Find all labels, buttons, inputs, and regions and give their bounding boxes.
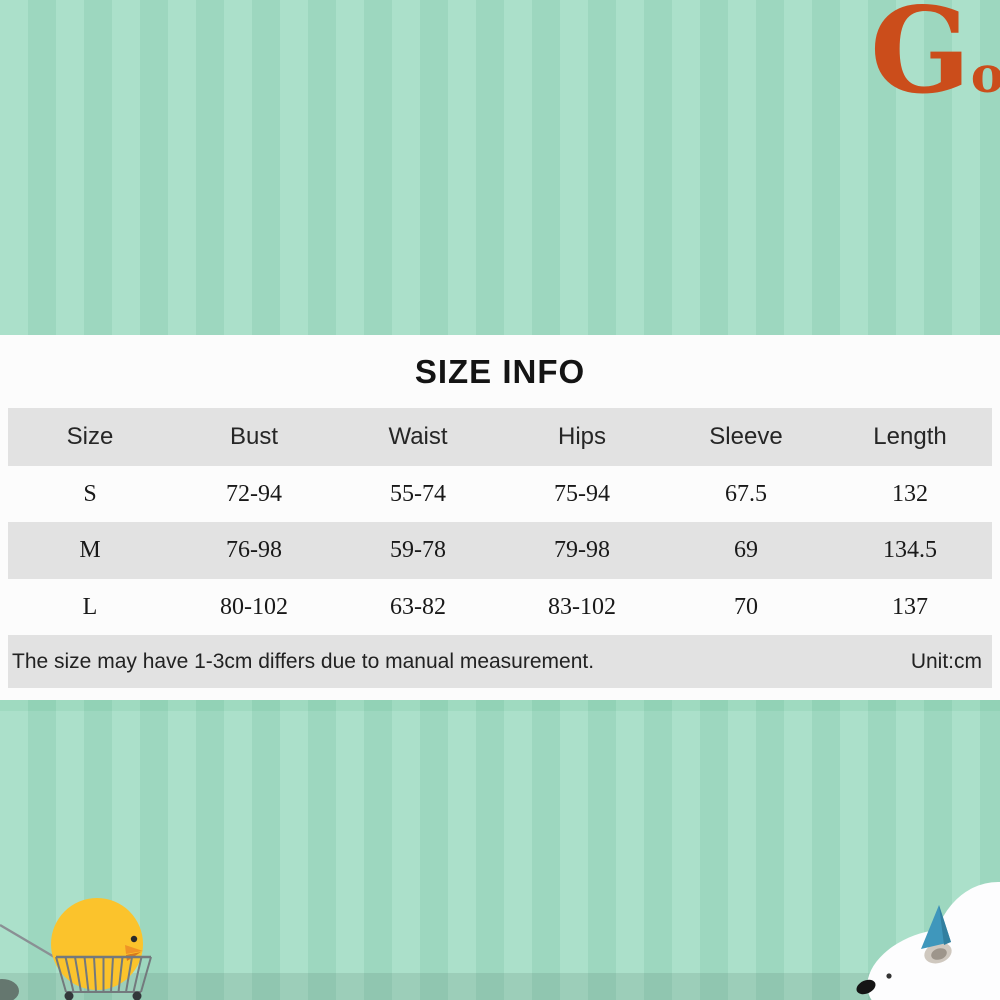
table-cell: 79-98 [554, 537, 610, 563]
pebble-shape [0, 979, 19, 1000]
column-header-bust: Bust [229, 423, 279, 450]
table-cell: 70 [734, 593, 758, 620]
table-cell: 63-82 [390, 593, 446, 620]
column-header-waist: Waist [388, 423, 448, 450]
table-cell: L [82, 593, 98, 620]
panel-bottom-shadow [0, 700, 1000, 711]
party-hat-shade [939, 905, 951, 945]
table-cell: 69 [734, 537, 758, 563]
table-cell: 132 [892, 480, 928, 507]
cart-handle [0, 923, 57, 960]
size-table-note-row: The size may have 1-3cm differs due to m… [8, 635, 992, 688]
chick-body [51, 898, 143, 990]
size-info-title: SIZE INFO [414, 352, 586, 390]
table-row-s: S 72-94 55-74 75-94 67.5 132 [8, 466, 992, 522]
chick-beak-top [125, 945, 143, 954]
table-row-m: M 76-98 59-78 79-98 69 134.5 [8, 522, 992, 579]
bear-ear-inner [931, 948, 947, 960]
chick-eye [130, 935, 138, 943]
table-cell: M [79, 537, 101, 563]
bear-head [867, 929, 989, 1000]
size-table-header-row: Size Bust Waist Hips Sleeve Length [8, 408, 992, 466]
brand-logo: Good [870, 0, 1000, 120]
table-cell: 76-98 [226, 537, 282, 563]
table-cell: 75-94 [554, 480, 610, 507]
column-header-hips: Hips [557, 423, 606, 450]
table-cell: 67.5 [725, 480, 767, 507]
polar-bear-illustration [856, 882, 1000, 1000]
size-table: Size Bust Waist Hips Sleeve Length S 72-… [8, 408, 992, 688]
table-row-l: L 80-102 63-82 83-102 70 137 [8, 579, 992, 635]
bear-nose [856, 979, 876, 995]
measurement-note: The size may have 1-3cm differs due to m… [12, 649, 595, 673]
column-header-length: Length [873, 423, 947, 450]
floor-band [0, 973, 1000, 1000]
size-info-panel: SIZE INFO Size Bust Waist Hips Sleeve Le… [0, 335, 1000, 700]
table-cell: 59-78 [390, 537, 446, 563]
cart-wheel-right [132, 991, 142, 1000]
cart-wheel-left [64, 991, 74, 1000]
column-header-sleeve: Sleeve [709, 423, 783, 450]
unit-label: Unit:cm [910, 649, 982, 673]
column-header-size: Size [66, 423, 114, 450]
bear-eye [886, 973, 892, 979]
table-cell: 80-102 [220, 593, 288, 620]
table-cell: 72-94 [226, 480, 282, 507]
table-cell: 134.5 [883, 537, 937, 563]
table-cell: 83-102 [548, 593, 616, 620]
chick-in-cart-illustration [0, 898, 152, 1000]
table-cell: S [83, 480, 97, 507]
table-cell: 137 [892, 593, 928, 620]
table-cell: 55-74 [390, 480, 446, 507]
shopping-cart-icon [55, 955, 152, 997]
